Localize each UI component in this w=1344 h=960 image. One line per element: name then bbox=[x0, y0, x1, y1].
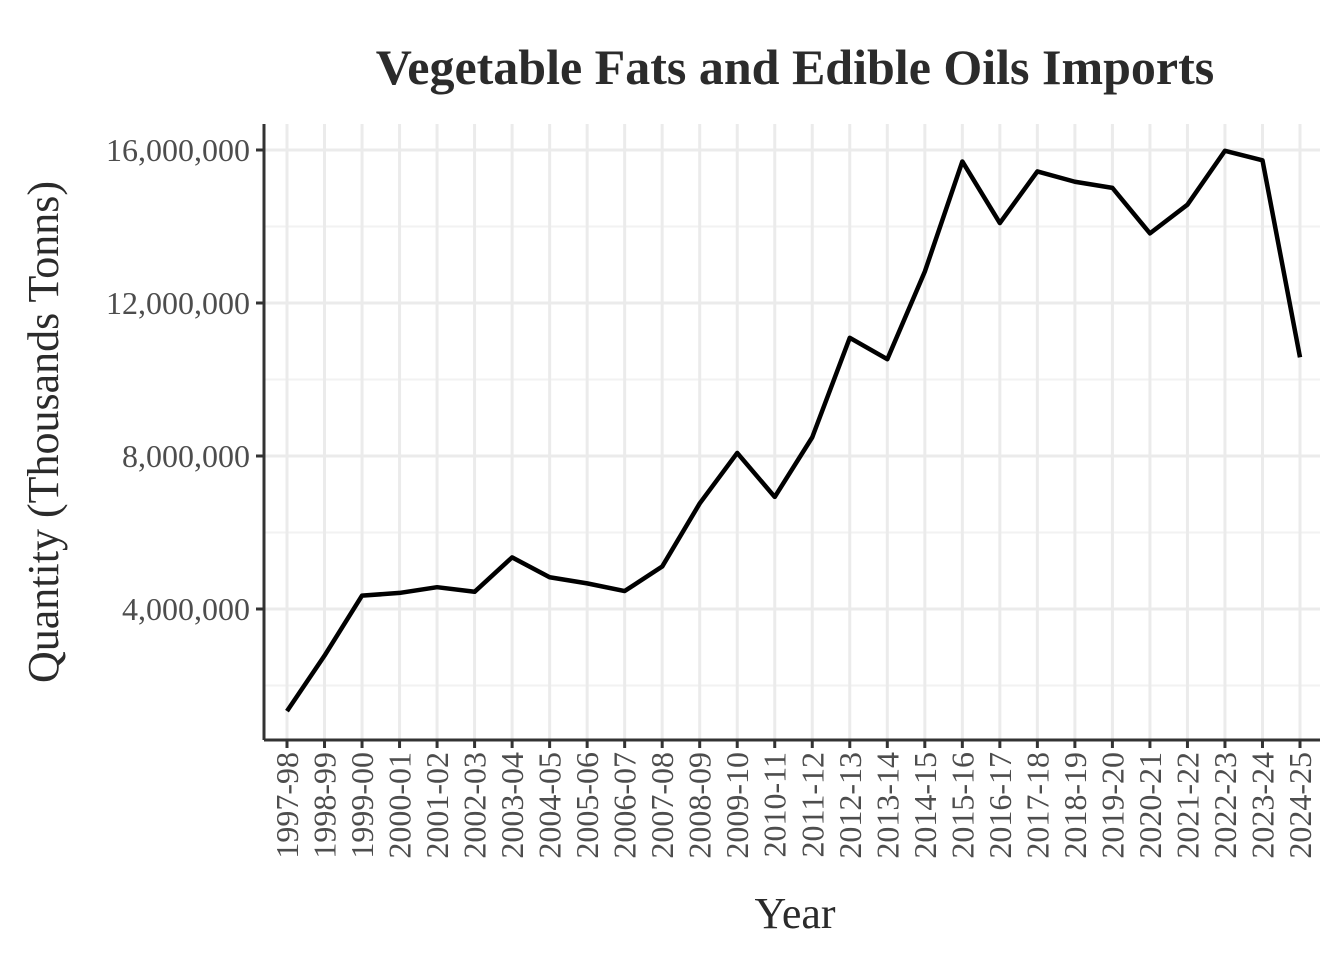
x-tick-label: 2003-04 bbox=[494, 752, 530, 859]
series-layer bbox=[285, 148, 1303, 713]
x-tick-label: 2012-13 bbox=[832, 752, 868, 859]
x-tick-label: 2008-09 bbox=[682, 752, 718, 859]
series-line bbox=[285, 148, 1303, 713]
y-axis-title: Quantity (Thousands Tonns) bbox=[19, 181, 68, 683]
x-tick-label: 2011-12 bbox=[794, 752, 830, 857]
x-tick-label: 2004-05 bbox=[532, 752, 568, 859]
x-tick-label: 1999-00 bbox=[344, 752, 380, 859]
x-tick-label: 2023-24 bbox=[1244, 752, 1280, 859]
y-tick-label: 16,000,000 bbox=[106, 132, 250, 168]
x-tick-label: 2019-20 bbox=[1094, 752, 1130, 859]
x-tick-label: 2001-02 bbox=[419, 752, 455, 859]
x-tick-label: 2024-25 bbox=[1282, 752, 1318, 859]
x-tick-label: 2017-18 bbox=[1019, 752, 1055, 859]
x-tick-label: 2016-17 bbox=[982, 752, 1018, 859]
axes bbox=[262, 124, 1320, 742]
x-tick-label: 2010-11 bbox=[757, 752, 793, 857]
x-tick-label: 2020-21 bbox=[1132, 752, 1168, 859]
grid-lines bbox=[264, 124, 1320, 740]
x-tick-label: 2014-15 bbox=[907, 752, 943, 859]
x-tick-label: 2021-22 bbox=[1169, 752, 1205, 859]
x-tick-label: 2005-06 bbox=[569, 752, 605, 859]
x-tick-label: 2000-01 bbox=[382, 752, 418, 859]
x-tick-label: 2022-23 bbox=[1207, 752, 1243, 859]
x-tick-label: 1997-98 bbox=[269, 752, 305, 859]
chart-title: Vegetable Fats and Edible Oils Imports bbox=[376, 39, 1215, 95]
x-tick-label: 2009-10 bbox=[719, 752, 755, 859]
x-axis-title: Year bbox=[754, 889, 835, 938]
x-tick-label: 2015-16 bbox=[944, 752, 980, 859]
x-tick-label: 2006-07 bbox=[607, 752, 643, 859]
x-tick-label: 2007-08 bbox=[644, 752, 680, 859]
y-axis-ticks: 4,000,000 8,000,000 12,000,000 16,000,000 bbox=[106, 132, 264, 627]
x-tick-label: 2002-03 bbox=[457, 752, 493, 859]
x-tick-label: 2018-19 bbox=[1057, 752, 1093, 859]
y-tick-label: 8,000,000 bbox=[122, 438, 250, 474]
x-tick-label: 1998-99 bbox=[307, 752, 343, 859]
y-tick-label: 12,000,000 bbox=[106, 285, 250, 321]
x-axis-ticks: 1997-98 1998-99 1999-00 2000-01 2001-02 2002-… bbox=[269, 740, 1318, 859]
x-tick-label: 2013-14 bbox=[869, 752, 905, 859]
y-tick-label: 4,000,000 bbox=[122, 591, 250, 627]
